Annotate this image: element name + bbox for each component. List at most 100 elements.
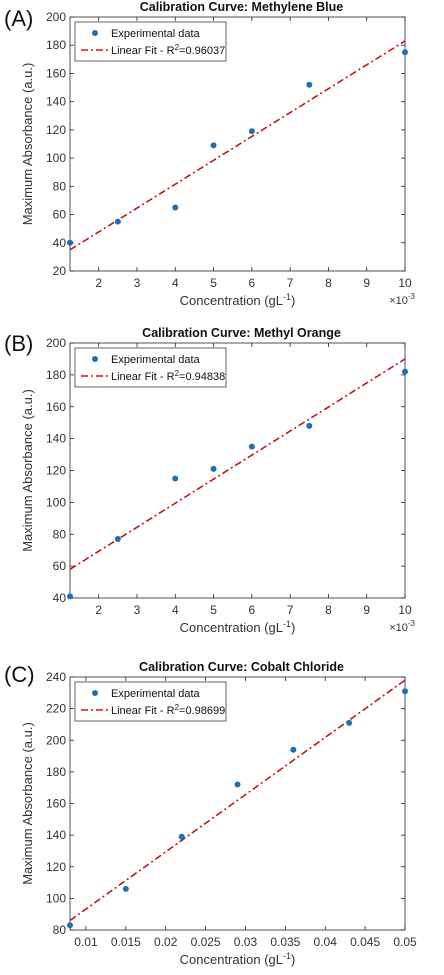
y-axis-label: Maximum Absorbance (a.u.) bbox=[20, 63, 35, 226]
y-tick-label: 220 bbox=[46, 702, 66, 716]
x-tick-label: 0.04 bbox=[314, 935, 338, 949]
x-tick-label: 0.045 bbox=[350, 935, 380, 949]
x-tick-label: 4 bbox=[172, 276, 179, 290]
x-tick-label: 4 bbox=[172, 603, 179, 617]
data-point bbox=[402, 368, 408, 375]
y-tick-label: 180 bbox=[46, 38, 66, 52]
x-tick-label: 9 bbox=[363, 603, 370, 617]
legend-label-data: Experimental data bbox=[111, 28, 201, 40]
data-point bbox=[210, 465, 217, 472]
y-axis-label: Maximum Absorbance (a.u.) bbox=[20, 389, 35, 552]
y-tick-label: 100 bbox=[46, 151, 66, 165]
y-tick-label: 240 bbox=[46, 670, 66, 684]
x-axis-label: Concentration (gL-1) bbox=[180, 292, 296, 308]
x-tick-label: 3 bbox=[134, 603, 141, 617]
y-tick-label: 120 bbox=[46, 123, 66, 137]
chart-panel-2: (B) Calibration Curve: Methyl Orange 2 3 4 5 6… bbox=[4, 326, 416, 635]
data-point bbox=[290, 746, 297, 753]
panel-label: (A) bbox=[4, 6, 33, 31]
legend-label-fit: Linear Fit - R2=0.96037 bbox=[111, 43, 225, 57]
data-point bbox=[172, 475, 179, 482]
y-tick-label: 200 bbox=[46, 733, 66, 747]
plot-area-frame bbox=[69, 16, 406, 272]
y-tick-label: 140 bbox=[46, 95, 66, 109]
legend-marker bbox=[92, 30, 98, 36]
y-tick-label: 40 bbox=[53, 236, 67, 250]
legend-box bbox=[74, 21, 227, 62]
x-tick-label: 3 bbox=[134, 276, 141, 290]
y-tick-label: 180 bbox=[46, 765, 66, 779]
x-exponent-label: ×10-3 bbox=[389, 292, 415, 307]
x-tick-label: 0.035 bbox=[270, 935, 300, 949]
legend-marker bbox=[92, 356, 98, 362]
data-point bbox=[402, 688, 408, 695]
y-tick-label: 200 bbox=[46, 10, 66, 24]
y-tick-label: 120 bbox=[46, 860, 66, 874]
data-point bbox=[210, 142, 217, 149]
x-tick-label: 6 bbox=[249, 276, 256, 290]
y-tick-label: 180 bbox=[46, 368, 66, 382]
x-tick-label: 0.015 bbox=[111, 935, 141, 949]
x-tick-label: 0.03 bbox=[234, 935, 258, 949]
data-point bbox=[402, 49, 408, 56]
y-tick-label: 160 bbox=[46, 400, 66, 414]
x-axis-label: Concentration (gL-1) bbox=[180, 951, 296, 967]
y-tick-label: 200 bbox=[46, 336, 66, 350]
chart-panel-3: (C) Calibration Curve: Cobalt Chloride 0.0… bbox=[4, 660, 417, 967]
linear-fit-line bbox=[69, 40, 406, 251]
x-tick-label: 0.01 bbox=[74, 935, 98, 949]
data-point bbox=[306, 81, 313, 88]
panel-label: (C) bbox=[4, 662, 35, 687]
legend-label-data: Experimental data bbox=[111, 354, 201, 366]
data-point bbox=[114, 218, 121, 225]
x-tick-label: 7 bbox=[287, 603, 294, 617]
y-tick-label: 160 bbox=[46, 66, 66, 80]
data-point bbox=[248, 128, 255, 135]
y-tick-label: 100 bbox=[46, 891, 66, 905]
x-tick-label: 8 bbox=[325, 603, 332, 617]
y-tick-label: 60 bbox=[53, 208, 67, 222]
x-tick-label: 5 bbox=[210, 603, 217, 617]
chart-title: Calibration Curve: Methyl Orange bbox=[142, 326, 341, 340]
chart-title: Calibration Curve: Methylene Blue bbox=[140, 0, 344, 14]
x-tick-label: 9 bbox=[363, 276, 370, 290]
data-point bbox=[114, 536, 121, 543]
x-tick-label: 0.02 bbox=[154, 935, 178, 949]
x-tick-label: 5 bbox=[210, 276, 217, 290]
x-tick-label: 10 bbox=[398, 603, 412, 617]
data-point bbox=[306, 422, 313, 429]
linear-fit-line bbox=[69, 679, 406, 922]
x-tick-label: 2 bbox=[95, 603, 102, 617]
legend-label-fit: Linear Fit - R2=0.94838 bbox=[111, 369, 225, 383]
y-tick-label: 160 bbox=[46, 797, 66, 811]
y-tick-label: 40 bbox=[53, 591, 67, 605]
y-tick-label: 20 bbox=[53, 264, 67, 278]
x-tick-label: 6 bbox=[249, 603, 256, 617]
x-tick-label: 7 bbox=[287, 276, 294, 290]
legend-label-fit: Linear Fit - R2=0.98699 bbox=[111, 703, 225, 717]
x-tick-label: 8 bbox=[325, 276, 332, 290]
x-axis-label: Concentration (gL-1) bbox=[180, 619, 296, 635]
y-tick-label: 120 bbox=[46, 464, 66, 478]
legend-marker bbox=[92, 690, 98, 696]
x-exponent-label: ×10-3 bbox=[389, 619, 415, 634]
legend-label-data: Experimental data bbox=[111, 688, 201, 700]
data-point bbox=[67, 922, 73, 929]
data-point bbox=[172, 204, 179, 211]
y-tick-label: 100 bbox=[46, 495, 66, 509]
x-tick-label: 2 bbox=[95, 276, 102, 290]
chart-panel-1: (A) Calibration Curve: Methylene Blue 2 3 4 5… bbox=[4, 0, 416, 308]
x-tick-label: 0.05 bbox=[393, 935, 417, 949]
y-tick-label: 80 bbox=[53, 179, 67, 193]
legend-box bbox=[74, 681, 227, 722]
data-point bbox=[67, 239, 73, 246]
data-point bbox=[67, 593, 73, 600]
chart-title: Calibration Curve: Cobalt Chloride bbox=[139, 660, 344, 674]
data-point bbox=[178, 833, 185, 840]
x-tick-label: 0.025 bbox=[191, 935, 221, 949]
data-point bbox=[122, 885, 129, 892]
data-point bbox=[234, 781, 241, 788]
data-point bbox=[248, 443, 255, 450]
